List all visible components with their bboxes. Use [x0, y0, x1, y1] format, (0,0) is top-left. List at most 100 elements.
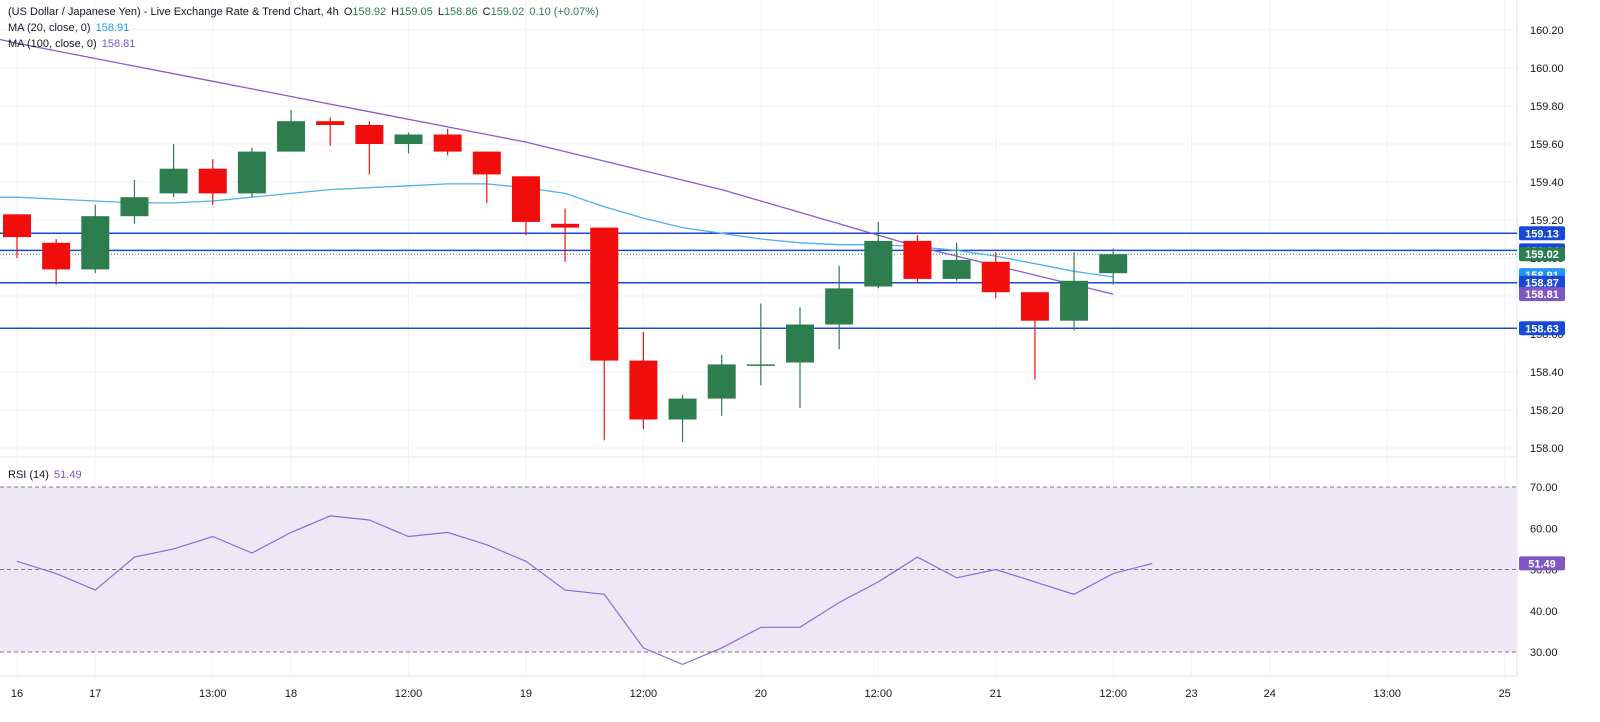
candle-body[interactable] — [237, 151, 266, 194]
price-tag-box — [1519, 275, 1565, 290]
candle-body[interactable] — [551, 223, 580, 228]
candle[interactable] — [942, 242, 971, 281]
high-value: 159.05 — [399, 6, 433, 18]
candle[interactable] — [707, 354, 736, 416]
candle-body[interactable] — [3, 214, 31, 238]
time-tick-label: 16 — [11, 688, 23, 700]
price-tag-text: 158.81 — [1525, 289, 1559, 301]
price-tag-text: 158.87 — [1525, 278, 1559, 290]
rsi-tag-text: 51.49 — [1528, 558, 1556, 570]
price-tag-box — [1519, 247, 1565, 262]
candle-body[interactable] — [903, 240, 932, 279]
candle-body[interactable] — [707, 364, 736, 399]
time-tick-label: 25 — [1499, 688, 1511, 700]
price-tick-label: 159.80 — [1530, 101, 1564, 113]
candle[interactable] — [472, 151, 501, 203]
rsi-tag-box — [1519, 556, 1565, 571]
price-tick-label: 159.60 — [1530, 139, 1564, 151]
candle[interactable] — [159, 144, 188, 198]
time-tick-label: 19 — [520, 688, 532, 700]
candle[interactable] — [198, 159, 227, 205]
candle-body[interactable] — [394, 134, 423, 145]
price-tick-label: 158.40 — [1530, 367, 1564, 379]
candle-body[interactable] — [981, 261, 1010, 293]
ma20-label: MA (20, close, 0) — [8, 22, 91, 34]
price-tick-label: 159.40 — [1530, 177, 1564, 189]
candles-layer[interactable] — [3, 109, 1128, 443]
price-tick-label: 160.00 — [1530, 63, 1564, 75]
candle-body[interactable] — [316, 121, 345, 125]
candle[interactable] — [3, 214, 31, 258]
ma20-legend[interactable]: MA (20, close, 0) 158.91 — [8, 22, 129, 34]
candle[interactable] — [42, 239, 71, 285]
time-tick-label: 18 — [285, 688, 297, 700]
candle-body[interactable] — [942, 259, 971, 279]
price-tick-label: 158.20 — [1530, 405, 1564, 417]
candle-body[interactable] — [746, 364, 775, 366]
candle[interactable] — [746, 303, 775, 386]
candle[interactable] — [825, 265, 854, 350]
candle[interactable] — [81, 204, 110, 274]
candle[interactable] — [511, 176, 540, 236]
candle[interactable] — [1060, 252, 1089, 331]
candle[interactable] — [864, 221, 893, 289]
candle[interactable] — [316, 117, 345, 146]
candle[interactable] — [433, 128, 462, 156]
time-tick-label: 12:00 — [395, 688, 423, 700]
time-tick-label: 13:00 — [1373, 688, 1401, 700]
candle-body[interactable] — [42, 242, 71, 270]
candle[interactable] — [629, 332, 658, 429]
candle-body[interactable] — [590, 227, 619, 361]
candle-body[interactable] — [277, 121, 306, 152]
candle-body[interactable] — [81, 216, 110, 270]
time-tick-label: 21 — [990, 688, 1002, 700]
candle-body[interactable] — [1020, 292, 1049, 321]
candle[interactable] — [786, 307, 814, 409]
candle[interactable] — [394, 132, 423, 154]
candle-body[interactable] — [1099, 254, 1128, 274]
time-tick-label: 23 — [1185, 688, 1197, 700]
candle-body[interactable] — [355, 125, 384, 144]
rsi-tick-label: 30.00 — [1530, 647, 1558, 659]
ma20-value: 158.91 — [95, 22, 130, 34]
candle[interactable] — [355, 121, 384, 175]
candle[interactable] — [1020, 292, 1049, 380]
candle-body[interactable] — [825, 288, 854, 325]
time-tick-label: 24 — [1264, 688, 1276, 700]
candle-body[interactable] — [159, 168, 188, 194]
rsi-tick-label: 40.00 — [1530, 606, 1558, 618]
candle[interactable] — [120, 180, 149, 224]
ma100-line — [0, 38, 1114, 295]
candle[interactable] — [590, 227, 619, 441]
ma100-value: 158.81 — [101, 38, 136, 50]
rsi-line — [16, 515, 1153, 666]
price-tick-label: 160.20 — [1530, 25, 1564, 37]
price-tag-text: 159.13 — [1525, 228, 1559, 240]
candle[interactable] — [551, 208, 580, 262]
time-tick-label: 20 — [755, 688, 767, 700]
rsi-layer — [16, 515, 1153, 666]
candle[interactable] — [668, 394, 697, 443]
candle-body[interactable] — [472, 151, 501, 175]
candle[interactable] — [1099, 248, 1128, 285]
candle[interactable] — [981, 252, 1010, 298]
rsi-legend[interactable]: RSI (14) 51.49 — [8, 469, 82, 481]
symbol-title: (US Dollar / Japanese Yen) - Live Exchan… — [8, 6, 339, 18]
candle[interactable] — [903, 235, 932, 283]
candle[interactable] — [277, 109, 306, 152]
candle-body[interactable] — [120, 197, 149, 217]
candle[interactable] — [237, 147, 266, 198]
candle-body[interactable] — [433, 134, 462, 152]
candle-body[interactable] — [198, 168, 227, 194]
moving-average-layer — [0, 38, 1114, 295]
candle-body[interactable] — [668, 398, 697, 420]
ma100-legend[interactable]: MA (100, close, 0) 158.81 — [8, 38, 135, 50]
candle-body[interactable] — [864, 240, 893, 287]
candle-body[interactable] — [511, 176, 540, 222]
candle-body[interactable] — [629, 360, 658, 420]
candle-body[interactable] — [786, 324, 814, 363]
candle-body[interactable] — [1060, 280, 1089, 321]
open-label: O — [343, 6, 353, 18]
